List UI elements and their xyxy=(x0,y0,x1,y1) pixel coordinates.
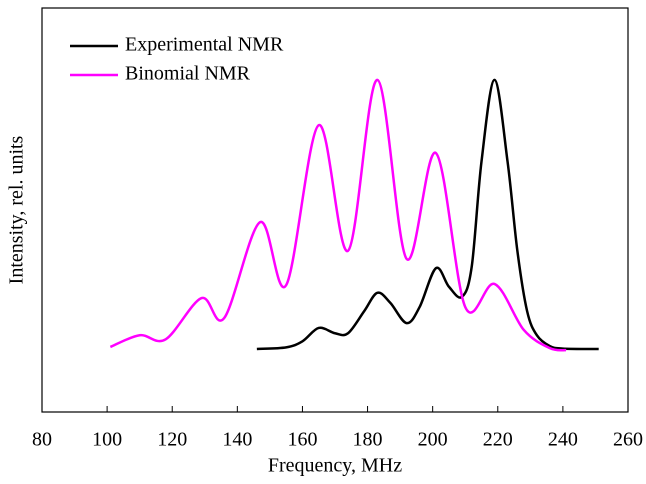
x-tick-label: 120 xyxy=(157,429,187,451)
data-line xyxy=(109,78,567,352)
y-axis-label: Intensity, rel. units xyxy=(6,135,28,284)
x-tick-label: 200 xyxy=(418,429,448,451)
legend-label: Experimental NMR xyxy=(125,34,284,56)
data-line xyxy=(256,78,599,351)
plot-frame xyxy=(41,7,629,413)
x-tick-label: 140 xyxy=(222,429,252,451)
x-tick-label: 180 xyxy=(353,429,383,451)
x-tick-label: 240 xyxy=(548,429,578,451)
x-tick-label: 100 xyxy=(92,429,122,451)
x-axis-label: Frequency, MHz xyxy=(268,455,402,477)
x-tick-label: 260 xyxy=(613,429,643,451)
x-tick-label: 160 xyxy=(287,429,317,451)
x-tick-label: 80 xyxy=(32,429,52,451)
x-tick-label: 220 xyxy=(483,429,513,451)
legend-label: Binomial NMR xyxy=(125,63,251,85)
